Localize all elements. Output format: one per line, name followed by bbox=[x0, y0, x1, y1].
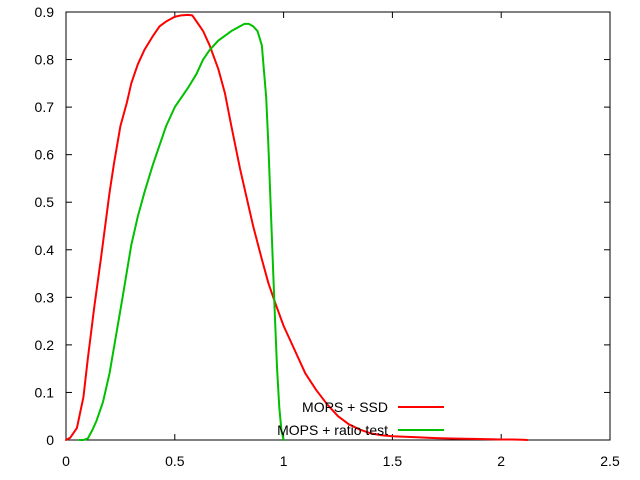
y-tick-label: 0.2 bbox=[35, 337, 55, 353]
legend-label: MOPS + SSD bbox=[302, 399, 388, 415]
legend-label: MOPS + ratio test bbox=[277, 422, 388, 438]
y-tick-label: 0.3 bbox=[35, 289, 55, 305]
y-tick-label: 0.6 bbox=[35, 147, 55, 163]
series-line-1 bbox=[65, 13, 529, 441]
y-tick-label: 0 bbox=[46, 432, 54, 448]
x-tick-label: 1 bbox=[280, 453, 288, 469]
y-tick-label: 0.4 bbox=[35, 242, 55, 258]
x-tick-label: 2 bbox=[497, 453, 505, 469]
x-tick-label: 0 bbox=[62, 453, 70, 469]
y-tick-label: 0.7 bbox=[35, 99, 55, 115]
series-group bbox=[65, 13, 529, 441]
x-tick-label: 0.5 bbox=[165, 453, 185, 469]
y-tick-label: 0.5 bbox=[35, 194, 55, 210]
x-tick-label: 2.5 bbox=[600, 453, 620, 469]
legend-entry: MOPS + ratio test bbox=[277, 422, 444, 438]
x-tick-label: 1.5 bbox=[383, 453, 403, 469]
series-line-2 bbox=[78, 22, 285, 441]
y-tick-label: 0.8 bbox=[35, 52, 55, 68]
plot-frame bbox=[65, 11, 611, 441]
legend: MOPS + SSD MOPS + ratio test bbox=[277, 399, 444, 438]
y-tick-label: 0.9 bbox=[35, 4, 55, 20]
legend-entry: MOPS + SSD bbox=[302, 399, 444, 415]
y-tick-label: 0.1 bbox=[35, 384, 55, 400]
axes: 0 0.1 0.2 0.3 0.4 0.5 0.6 0.7 0.8 0.9 0 0.5 1 1.5 2 2.5 bbox=[35, 4, 620, 469]
